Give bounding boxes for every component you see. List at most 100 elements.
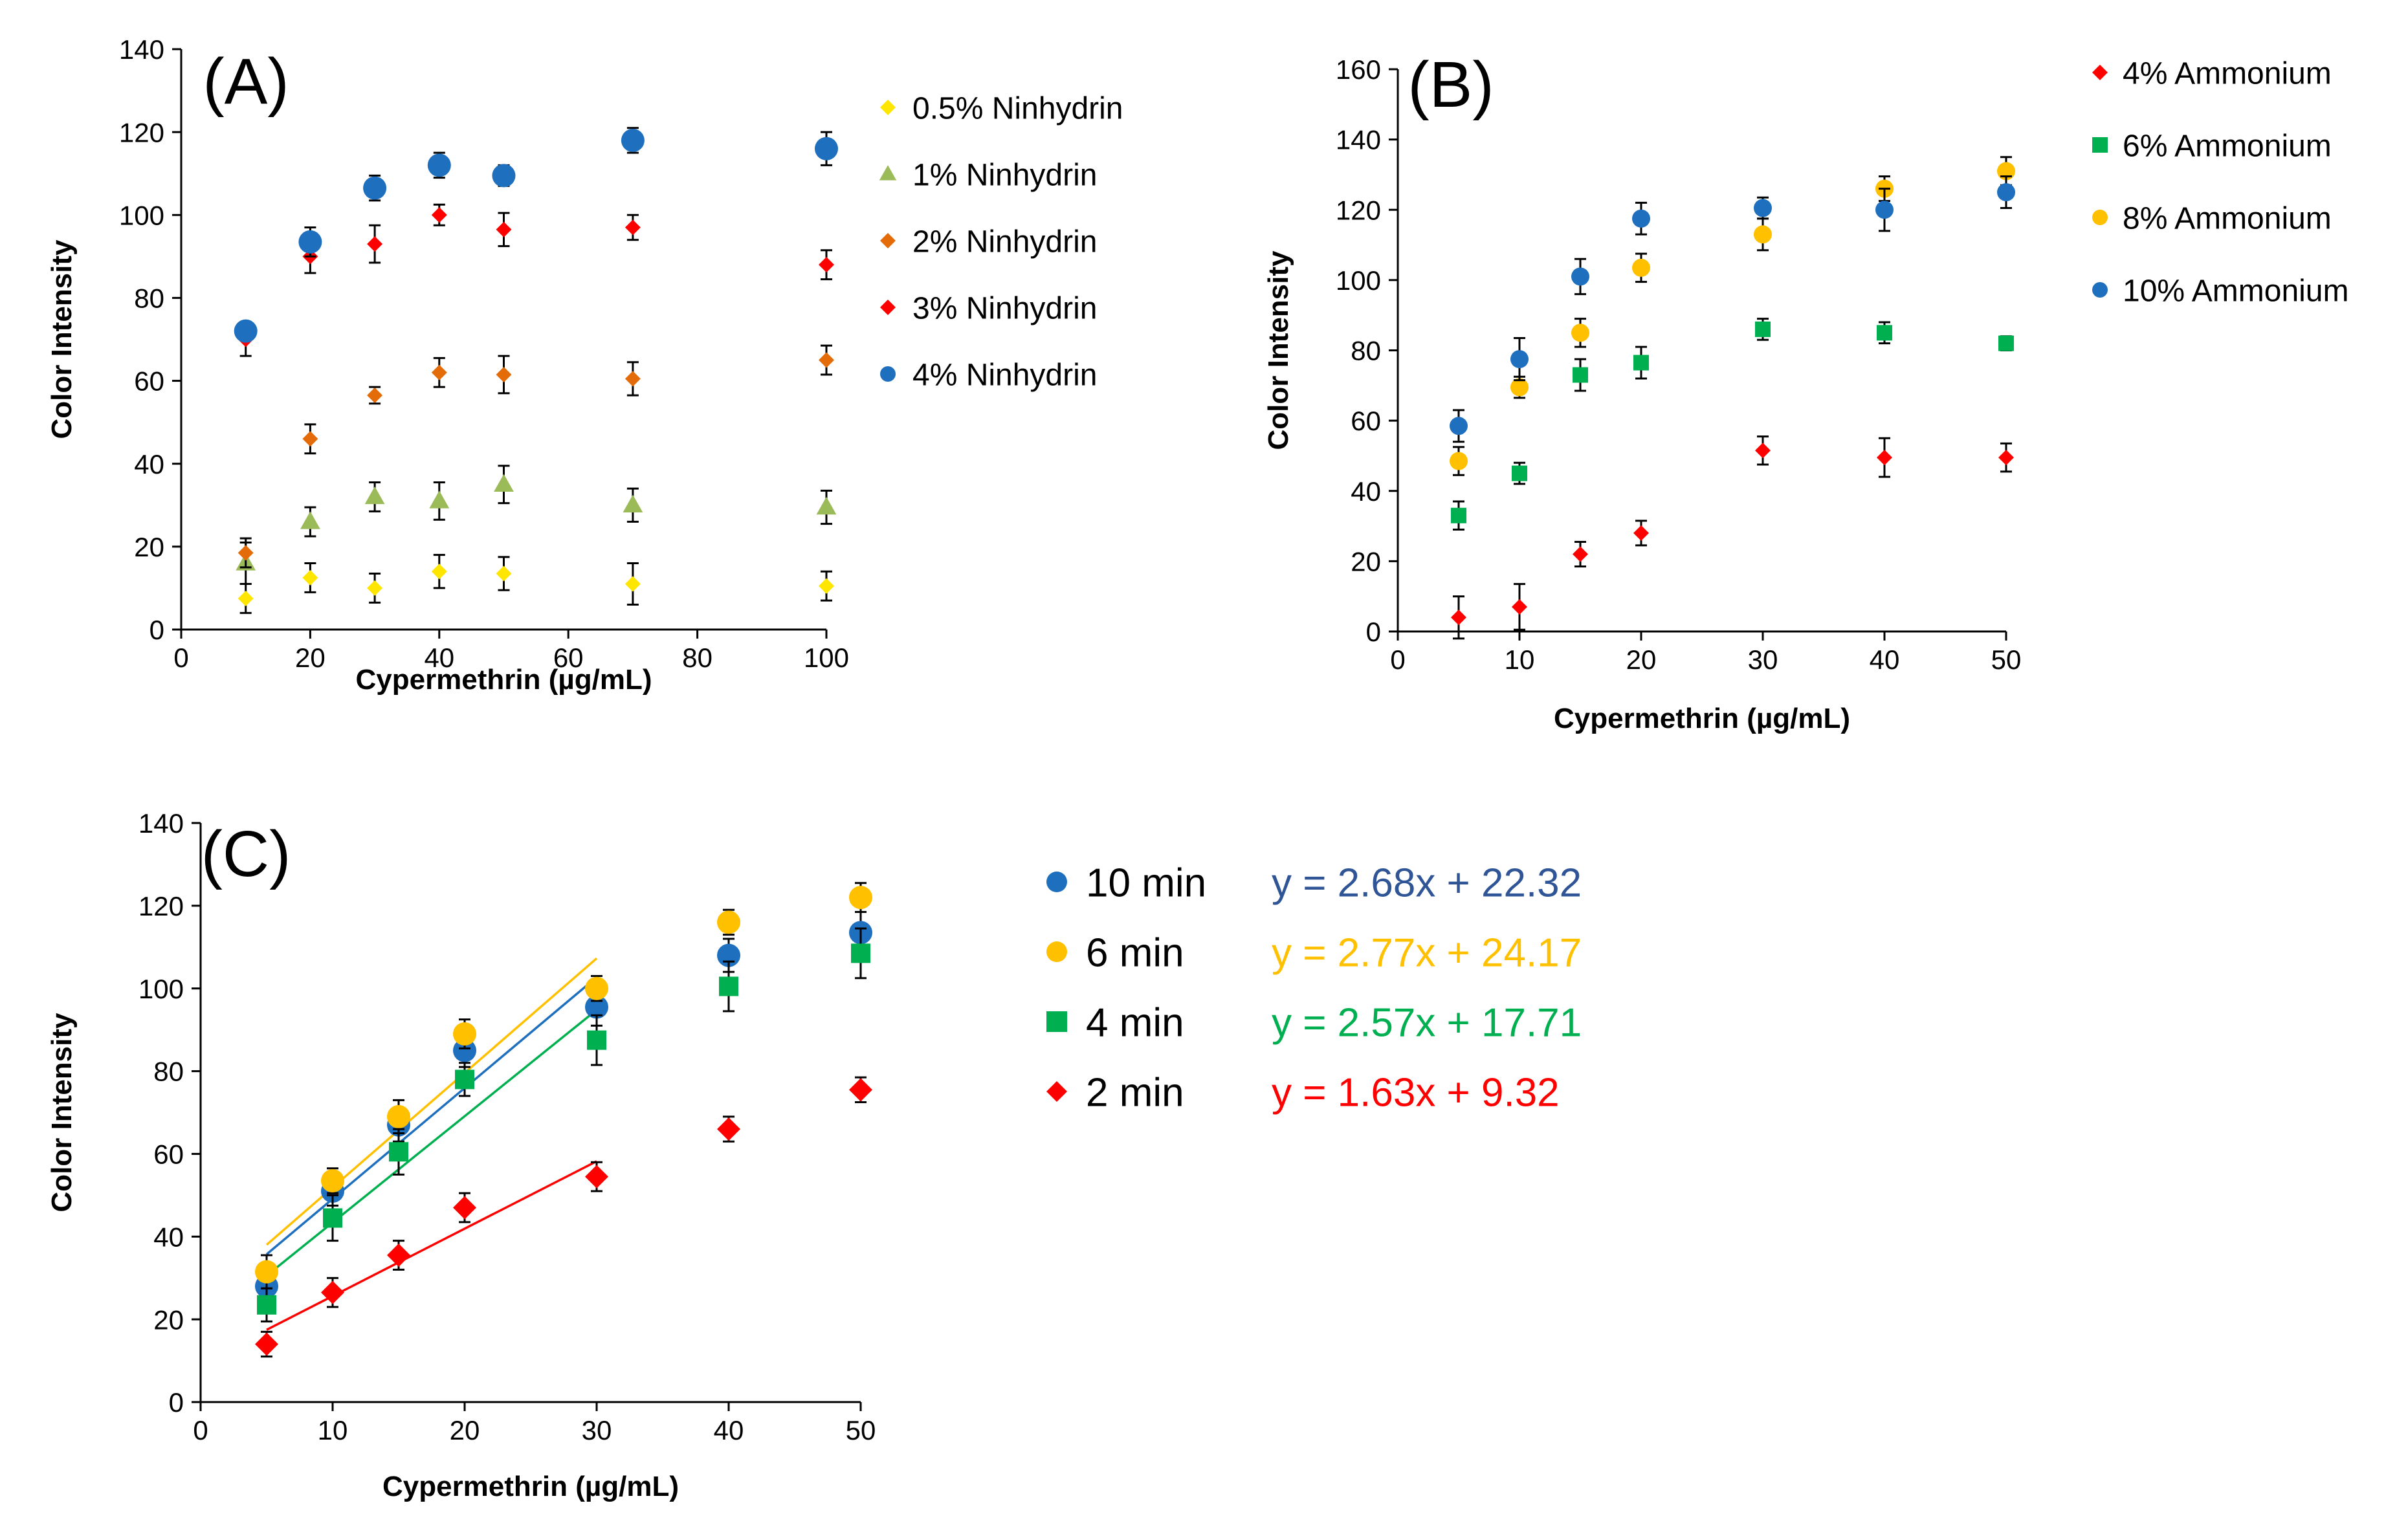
- series-4-ninhydrin: [234, 127, 838, 343]
- data-point-4-ninhydrin: [363, 176, 387, 200]
- x-tick-label: 30: [1748, 644, 1778, 675]
- legend-label-0-5-ninhydrin: 0.5% Ninhydrin: [912, 91, 1123, 126]
- series-8-ammonium: [1450, 156, 2015, 476]
- data-point-4-min: [455, 1070, 474, 1090]
- data-point-4-ammonium: [1998, 450, 2014, 466]
- legend-marker-4-min: [1046, 1011, 1067, 1032]
- y-tick-label: 100: [119, 200, 164, 230]
- data-point-4-min: [719, 976, 738, 996]
- data-point-4-ninhydrin: [492, 164, 516, 188]
- y-tick-label: 120: [119, 117, 164, 148]
- data-point-6-ammonium: [1998, 335, 2014, 351]
- data-point-6-min: [717, 910, 740, 934]
- data-point-0-5-ninhydrin: [624, 576, 641, 592]
- trendline-6-min: [265, 957, 598, 1246]
- trendline-4-min: [265, 1009, 598, 1277]
- series-6-ammonium: [1451, 318, 2014, 531]
- data-point-0-5-ninhydrin: [496, 565, 512, 582]
- y-tick-label: 40: [1351, 476, 1381, 507]
- legend: 4% Ammonium 6% Ammonium 8% Ammonium 10% Amm…: [2092, 56, 2348, 308]
- data-point-10-ammonium: [1875, 201, 1894, 219]
- x-axis-title: Cypermethrin (µg/mL): [355, 664, 652, 696]
- data-point-3-ninhydrin: [624, 219, 641, 236]
- panel-b: 0 20 40 60 80 100 120 140 160 0 10 20 30 40 50 Cypermet…: [1263, 49, 2348, 734]
- y-tick-label: 20: [134, 532, 164, 562]
- x-tick-label: 20: [450, 1415, 480, 1445]
- data-point-4-ammonium: [1451, 609, 1466, 626]
- data-point-1-ninhydrin: [300, 511, 320, 529]
- legend-label-6-ammonium: 6% Ammonium: [2123, 129, 2332, 163]
- trendline-10-min: [265, 976, 598, 1255]
- legend-marker-6-ammonium: [2092, 137, 2108, 153]
- data-point-4-ninhydrin: [815, 137, 838, 160]
- series-10-ammonium: [1450, 175, 2015, 443]
- data-point-2-ninhydrin: [237, 545, 254, 561]
- data-point-10-min: [453, 1038, 476, 1062]
- data-point-6-min: [255, 1260, 278, 1284]
- data-point-2-ninhydrin: [302, 431, 318, 447]
- series-2-ninhydrin: [237, 344, 834, 569]
- x-axis-title: Cypermethrin (µg/mL): [382, 1471, 679, 1502]
- panel-label: (C): [201, 818, 291, 890]
- data-point-2-ninhydrin: [431, 364, 447, 380]
- legend: 10 min y = 2.68x + 22.32 6 min y = 2.77x + …: [1046, 861, 1582, 1115]
- x-tick-label: 100: [804, 642, 849, 673]
- legend-label-4-ammonium: 4% Ammonium: [2123, 56, 2332, 91]
- data-point-6-ammonium: [1451, 507, 1466, 523]
- y-tick-label: 120: [1336, 195, 1381, 225]
- fit-equation-10-min: y = 2.68x + 22.32: [1272, 861, 1582, 905]
- x-tick-label: 10: [1505, 644, 1535, 675]
- data-point-8-ammonium: [1571, 324, 1589, 342]
- x-tick-label: 20: [1626, 644, 1657, 675]
- data-point-6-ammonium: [1877, 325, 1892, 341]
- y-axis-title: Color Intensity: [46, 239, 78, 439]
- x-tick-label: 40: [1870, 644, 1900, 675]
- data-point-0-5-ninhydrin: [819, 578, 834, 594]
- data-point-0-5-ninhydrin: [431, 564, 447, 580]
- data-point-4-min: [257, 1295, 276, 1315]
- legend-label-4-min: 4 min: [1086, 1000, 1184, 1045]
- x-axis-title: Cypermethrin (µg/mL): [1554, 703, 1850, 734]
- series-0-5-ninhydrin: [237, 554, 834, 614]
- data-point-6-min: [321, 1168, 344, 1192]
- data-point-2-min: [387, 1244, 410, 1267]
- x-tick-label: 50: [1991, 644, 2022, 675]
- x-tick-label: 60: [553, 642, 584, 673]
- legend-label-2-min: 2 min: [1086, 1070, 1184, 1115]
- data-point-4-ninhydrin: [298, 230, 322, 254]
- data-point-2-ninhydrin: [367, 387, 383, 403]
- y-tick-label: 60: [1351, 406, 1381, 436]
- y-tick-label: 140: [119, 34, 164, 65]
- fit-equation-4-min: y = 2.57x + 17.71: [1272, 1000, 1582, 1045]
- series-3-ninhydrin: [237, 203, 834, 357]
- x-tick-label: 20: [295, 642, 326, 673]
- legend-marker-3-ninhydrin: [880, 300, 896, 315]
- data-point-4-min: [323, 1208, 342, 1228]
- data-point-0-5-ninhydrin: [367, 580, 383, 596]
- data-point-6-min: [387, 1104, 410, 1128]
- y-tick-label: 100: [1336, 265, 1381, 296]
- data-point-2-min: [321, 1280, 344, 1304]
- data-point-2-ninhydrin: [624, 371, 641, 387]
- data-point-8-ammonium: [1754, 225, 1772, 244]
- x-tick-label: 80: [682, 642, 712, 673]
- y-axis-title: Color Intensity: [1263, 250, 1294, 450]
- data-point-2-min: [453, 1196, 476, 1220]
- data-point-4-ammonium: [1573, 546, 1588, 562]
- legend-marker-8-ammonium: [2092, 210, 2108, 225]
- x-tick-label: 10: [318, 1415, 348, 1445]
- legend-marker-10-ammonium: [2092, 282, 2108, 298]
- data-point-4-ammonium: [1512, 598, 1527, 615]
- data-point-10-ammonium: [1997, 183, 2015, 202]
- legend-label-8-ammonium: 8% Ammonium: [2123, 201, 2332, 236]
- data-point-4-ammonium: [1633, 525, 1649, 541]
- y-tick-label: 100: [138, 974, 184, 1004]
- series-10-min: [255, 910, 872, 1302]
- trendline-2-min: [266, 1160, 597, 1331]
- y-tick-label: 140: [1336, 125, 1381, 155]
- data-point-6-ammonium: [1573, 367, 1588, 383]
- x-tick-label: 50: [846, 1415, 876, 1445]
- panel-label: (A): [203, 45, 289, 118]
- data-point-1-ninhydrin: [429, 490, 450, 509]
- x-tick-label: 40: [714, 1415, 744, 1445]
